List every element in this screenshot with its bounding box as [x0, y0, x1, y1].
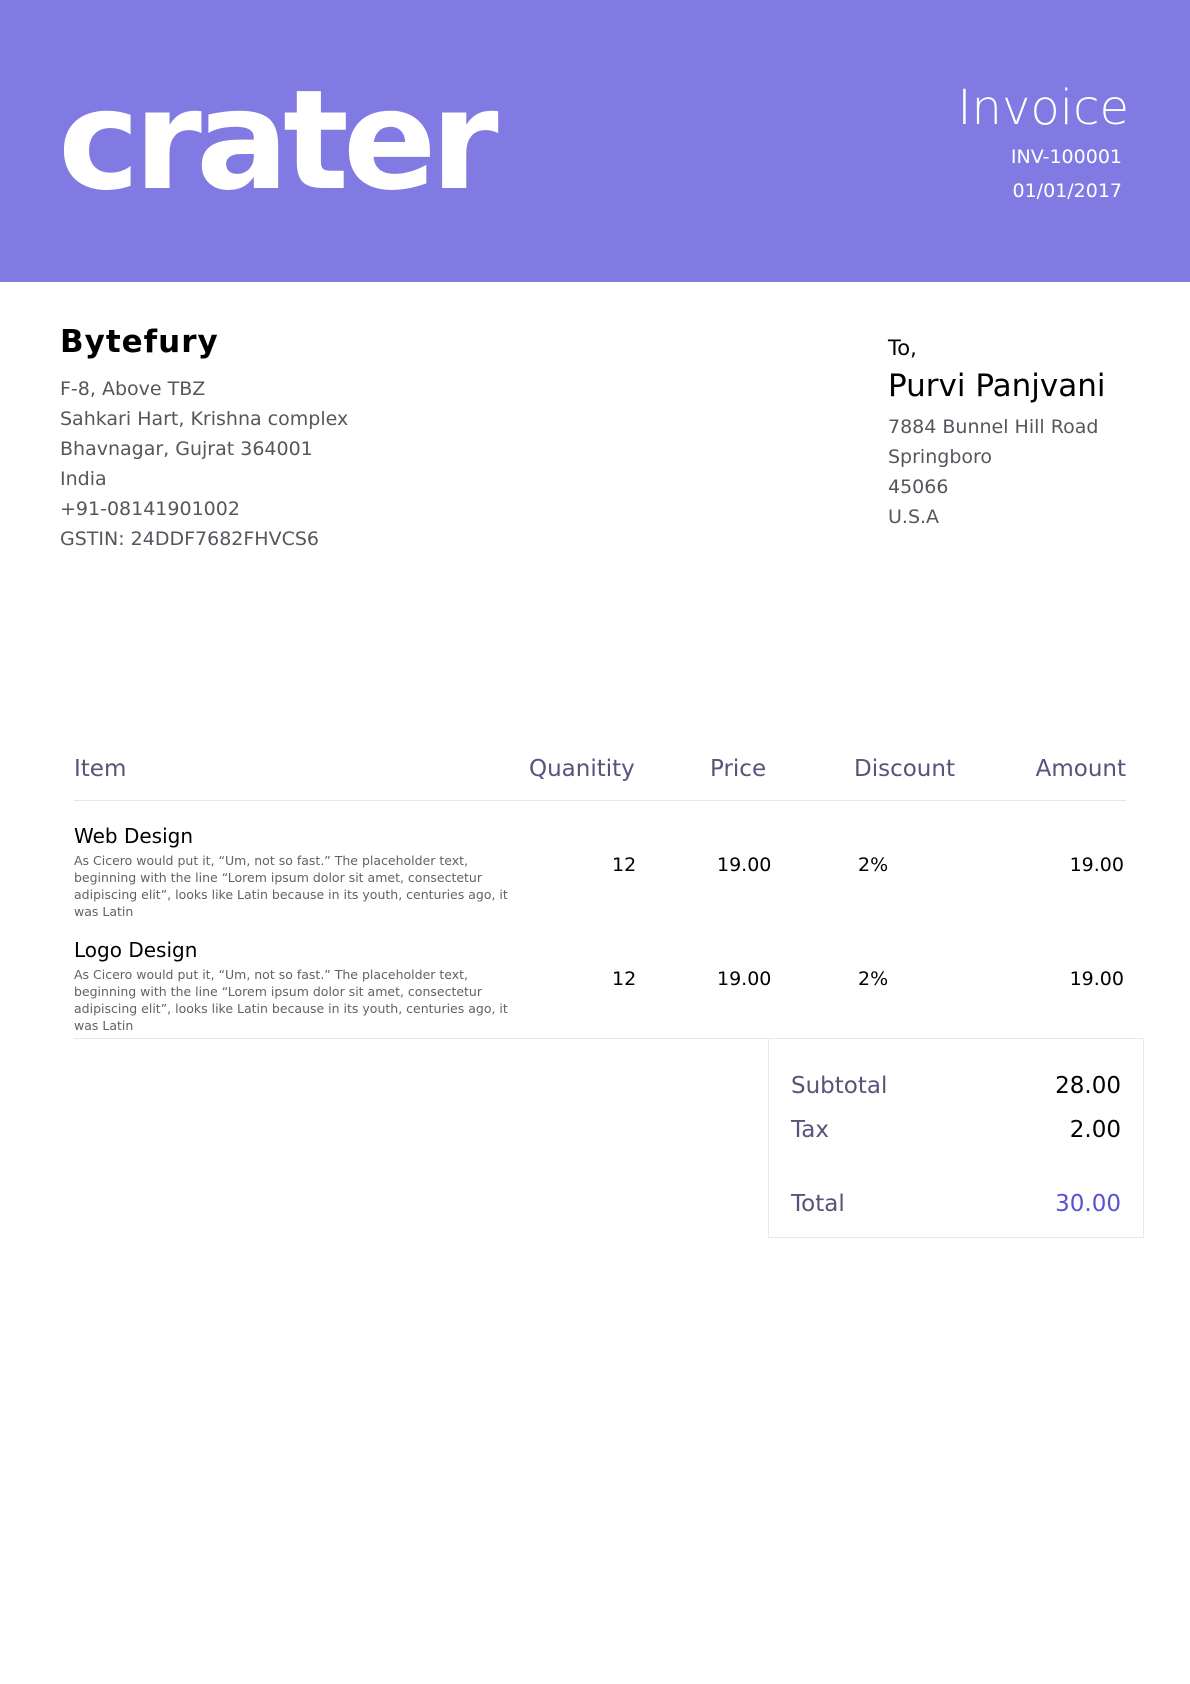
invoice-date: 01/01/2017: [1012, 180, 1122, 202]
address-line: F-8, Above TBZ: [60, 378, 206, 400]
customer-address: 7884 Bunnel Hill Road Springboro 45066 U…: [888, 412, 1098, 532]
customer-name: Purvi Panjvani: [888, 368, 1106, 404]
totals-box: Subtotal 28.00 Tax 2.00 Total 30.00: [768, 1038, 1144, 1238]
item-description: As Cicero would put it, “Um, not so fast…: [74, 853, 508, 919]
tax-value: 2.00: [1069, 1117, 1121, 1143]
column-header-amount: Amount: [1035, 756, 1126, 782]
company-name: Bytefury: [60, 324, 219, 360]
address-line: 45066: [888, 476, 949, 498]
item-name: Web Design: [74, 824, 194, 848]
item-quantity: 12: [612, 854, 637, 876]
address-line: India: [60, 468, 107, 490]
address-line: Sahkari Hart, Krishna complex: [60, 408, 349, 430]
item-name: Logo Design: [74, 938, 198, 962]
company-address: F-8, Above TBZ Sahkari Hart, Krishna com…: [60, 374, 348, 554]
item-amount: 19.00: [1069, 854, 1124, 876]
column-header-quantity: Quanitity: [529, 756, 635, 782]
item-amount: 19.00: [1069, 968, 1124, 990]
total-value: 30.00: [1055, 1191, 1121, 1217]
subtotal-value: 28.00: [1055, 1073, 1121, 1099]
column-header-price: Price: [710, 756, 767, 782]
to-label: To,: [888, 336, 917, 360]
svg-text:crater: crater: [58, 78, 499, 203]
address-line: Springboro: [888, 446, 993, 468]
item-discount: 2%: [858, 854, 889, 876]
tax-label: Tax: [791, 1117, 829, 1143]
invoice-header: crater Invoice INV-100001 01/01/2017: [0, 0, 1190, 282]
invoice-title: Invoice: [957, 80, 1129, 136]
item-discount: 2%: [858, 968, 889, 990]
column-header-discount: Discount: [854, 756, 955, 782]
address-line: 7884 Bunnel Hill Road: [888, 416, 1099, 438]
total-label: Total: [791, 1191, 845, 1217]
gstin: GSTIN: 24DDF7682FHVCS6: [60, 528, 319, 550]
subtotal-label: Subtotal: [791, 1073, 888, 1099]
crater-logo: crater: [58, 78, 505, 203]
phone: +91-08141901002: [60, 498, 240, 520]
item-quantity: 12: [612, 968, 637, 990]
table-divider: [74, 1038, 768, 1039]
column-header-item: Item: [74, 756, 127, 782]
address-line: Bhavnagar, Gujrat 364001: [60, 438, 313, 460]
invoice-number: INV-100001: [1010, 146, 1122, 168]
address-line: U.S.A: [888, 506, 940, 528]
item-description: As Cicero would put it, “Um, not so fast…: [74, 967, 508, 1033]
item-price: 19.00: [717, 968, 772, 990]
item-price: 19.00: [717, 854, 772, 876]
header-divider: [74, 800, 1126, 801]
